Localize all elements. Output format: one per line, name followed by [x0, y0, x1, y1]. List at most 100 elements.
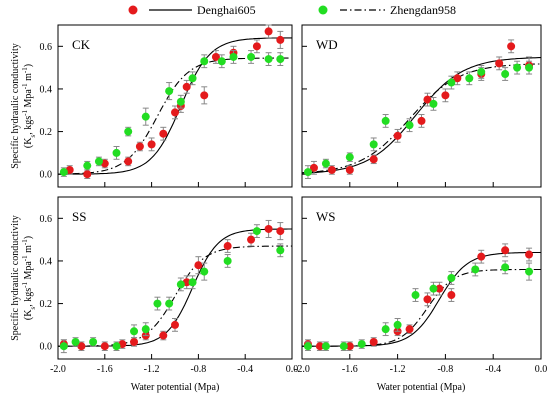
- data-point-denghai605: [130, 337, 139, 346]
- data-point-denghai605: [423, 95, 432, 104]
- panel-ck: CK 0.0 0.2 0.4 0.6: [40, 24, 293, 188]
- data-point-zhengdan958: [411, 291, 420, 300]
- y-axis-title-line2: (Ks, kgs-1 Mpa-1 m-1): [21, 236, 37, 320]
- y-axis-title: Specific hydraulic conductivity (Ks, kgs-…: [10, 43, 37, 169]
- data-point-denghai605: [405, 325, 414, 334]
- data-point-zhengdan958: [429, 284, 438, 293]
- y-tick-label: 0.2: [40, 299, 53, 310]
- y-axis-title-line1: Specific hydraulic conductivity: [10, 43, 21, 169]
- y-axis-title-part: m: [23, 73, 34, 84]
- data-point-zhengdan958: [124, 127, 133, 136]
- x-tick-label: -0.4: [485, 364, 501, 375]
- data-point-denghai605: [147, 140, 156, 149]
- data-point-denghai605: [369, 337, 378, 346]
- panel-title: WD: [316, 37, 338, 52]
- y-tick-label: 0.6: [40, 214, 53, 225]
- legend-label-denghai605: Denghai605: [197, 3, 256, 17]
- data-point-denghai605: [453, 74, 462, 83]
- panels: CK 0.0 0.2 0.4 0.6 WD SS 0.0 0.2 0.4 0.6 -2.0 -1.6 -1…: [40, 24, 548, 375]
- data-point-zhengdan958: [112, 148, 121, 157]
- data-point-zhengdan958: [165, 299, 174, 308]
- y-axis-title-part: -1: [21, 67, 29, 73]
- data-point-zhengdan958: [130, 327, 139, 336]
- data-point-zhengdan958: [339, 342, 348, 351]
- x-tick-label: 0.0: [286, 364, 299, 375]
- data-point-denghai605: [264, 27, 273, 36]
- x-tick-label: -1.6: [342, 364, 358, 375]
- y-axis-title-part: -1: [21, 255, 29, 261]
- panel-title: CK: [72, 37, 91, 52]
- data-point-zhengdan958: [303, 342, 312, 351]
- panel-wd: WD: [301, 24, 542, 188]
- data-point-zhengdan958: [525, 267, 534, 276]
- data-point-zhengdan958: [247, 52, 256, 61]
- x-tick-label: 0.0: [535, 364, 548, 375]
- panel-ws: WS -2.0 -1.6 -1.2 -0.8 -0.4 0.0: [294, 196, 548, 375]
- data-point-denghai605: [223, 242, 232, 251]
- y-axis-labels: Specific hydraulic conductivity (Ks, kgs-…: [10, 43, 37, 341]
- panel-ss: SS 0.0 0.2 0.4 0.6 -2.0 -1.6 -1.2 -0.8 -0.4 0.0: [40, 196, 299, 375]
- y-axis-title-line1: Specific hydraulic conductivity: [10, 215, 21, 341]
- data-point-denghai605: [247, 235, 256, 244]
- data-point-zhengdan958: [176, 97, 185, 106]
- data-point-zhengdan958: [252, 227, 261, 236]
- data-point-zhengdan958: [465, 74, 474, 83]
- panel-title: WS: [316, 209, 336, 224]
- y-tick-label: 0.0: [40, 170, 53, 181]
- data-point-denghai605: [501, 246, 510, 255]
- y-tick-label: 0.2: [40, 127, 53, 138]
- data-point-denghai605: [309, 163, 318, 172]
- y-axis-title-part: m: [23, 245, 34, 256]
- y-axis-title-part: (K: [23, 137, 34, 148]
- fit-curve-zhengdan958: [302, 268, 541, 347]
- data-point-denghai605: [525, 250, 534, 259]
- panel-frame: [301, 24, 542, 188]
- data-point-zhengdan958: [357, 340, 366, 349]
- x-tick-label: -1.6: [97, 364, 113, 375]
- data-point-denghai605: [507, 42, 516, 51]
- data-point-denghai605: [345, 342, 354, 351]
- y-axis-title-part: -1: [21, 110, 29, 116]
- data-point-denghai605: [159, 331, 168, 340]
- y-axis-title: Specific hydraulic conductivity (Ks, kgs-…: [10, 215, 37, 341]
- data-point-zhengdan958: [188, 278, 197, 287]
- data-point-zhengdan958: [513, 63, 522, 72]
- data-point-denghai605: [83, 170, 92, 179]
- data-point-denghai605: [194, 261, 203, 270]
- y-tick-label: 0.4: [40, 84, 53, 95]
- data-point-denghai605: [100, 342, 109, 351]
- data-point-zhengdan958: [477, 67, 486, 76]
- y-axis-title-line2: (Ks, kgs-1 Mpa-1 m-1): [21, 64, 37, 148]
- data-point-zhengdan958: [141, 325, 150, 334]
- data-point-zhengdan958: [83, 161, 92, 170]
- data-point-zhengdan958: [229, 52, 238, 61]
- data-point-zhengdan958: [501, 70, 510, 79]
- data-point-zhengdan958: [393, 320, 402, 329]
- data-point-denghai605: [264, 224, 273, 233]
- legend-marker-zhengdan958: [318, 5, 328, 15]
- data-point-denghai605: [276, 35, 285, 44]
- data-point-denghai605: [211, 52, 220, 61]
- data-point-zhengdan958: [223, 256, 232, 265]
- data-point-zhengdan958: [188, 74, 197, 83]
- data-point-zhengdan958: [501, 263, 510, 272]
- data-point-zhengdan958: [141, 112, 150, 121]
- data-point-denghai605: [417, 116, 426, 125]
- y-axis-title-part: , kgs: [23, 288, 34, 307]
- y-tick-label: 0.0: [40, 342, 53, 353]
- data-point-zhengdan958: [200, 267, 209, 276]
- data-point-zhengdan958: [345, 153, 354, 162]
- x-tick-label: -0.8: [437, 364, 453, 375]
- legend-label-zhengdan958: Zhengdan958: [390, 3, 456, 17]
- data-point-denghai605: [369, 155, 378, 164]
- data-point-denghai605: [200, 91, 209, 100]
- y-axis-title-part: ): [23, 64, 34, 67]
- legend-marker-denghai605: [128, 5, 138, 15]
- panel-frame: [57, 196, 293, 360]
- data-point-denghai605: [495, 59, 504, 68]
- legend: Denghai605 Zhengdan958: [128, 3, 456, 17]
- panel-title: SS: [72, 209, 86, 224]
- y-axis-title-part: s: [29, 135, 37, 138]
- data-point-denghai605: [182, 82, 191, 91]
- x-tick-label: -1.2: [144, 364, 160, 375]
